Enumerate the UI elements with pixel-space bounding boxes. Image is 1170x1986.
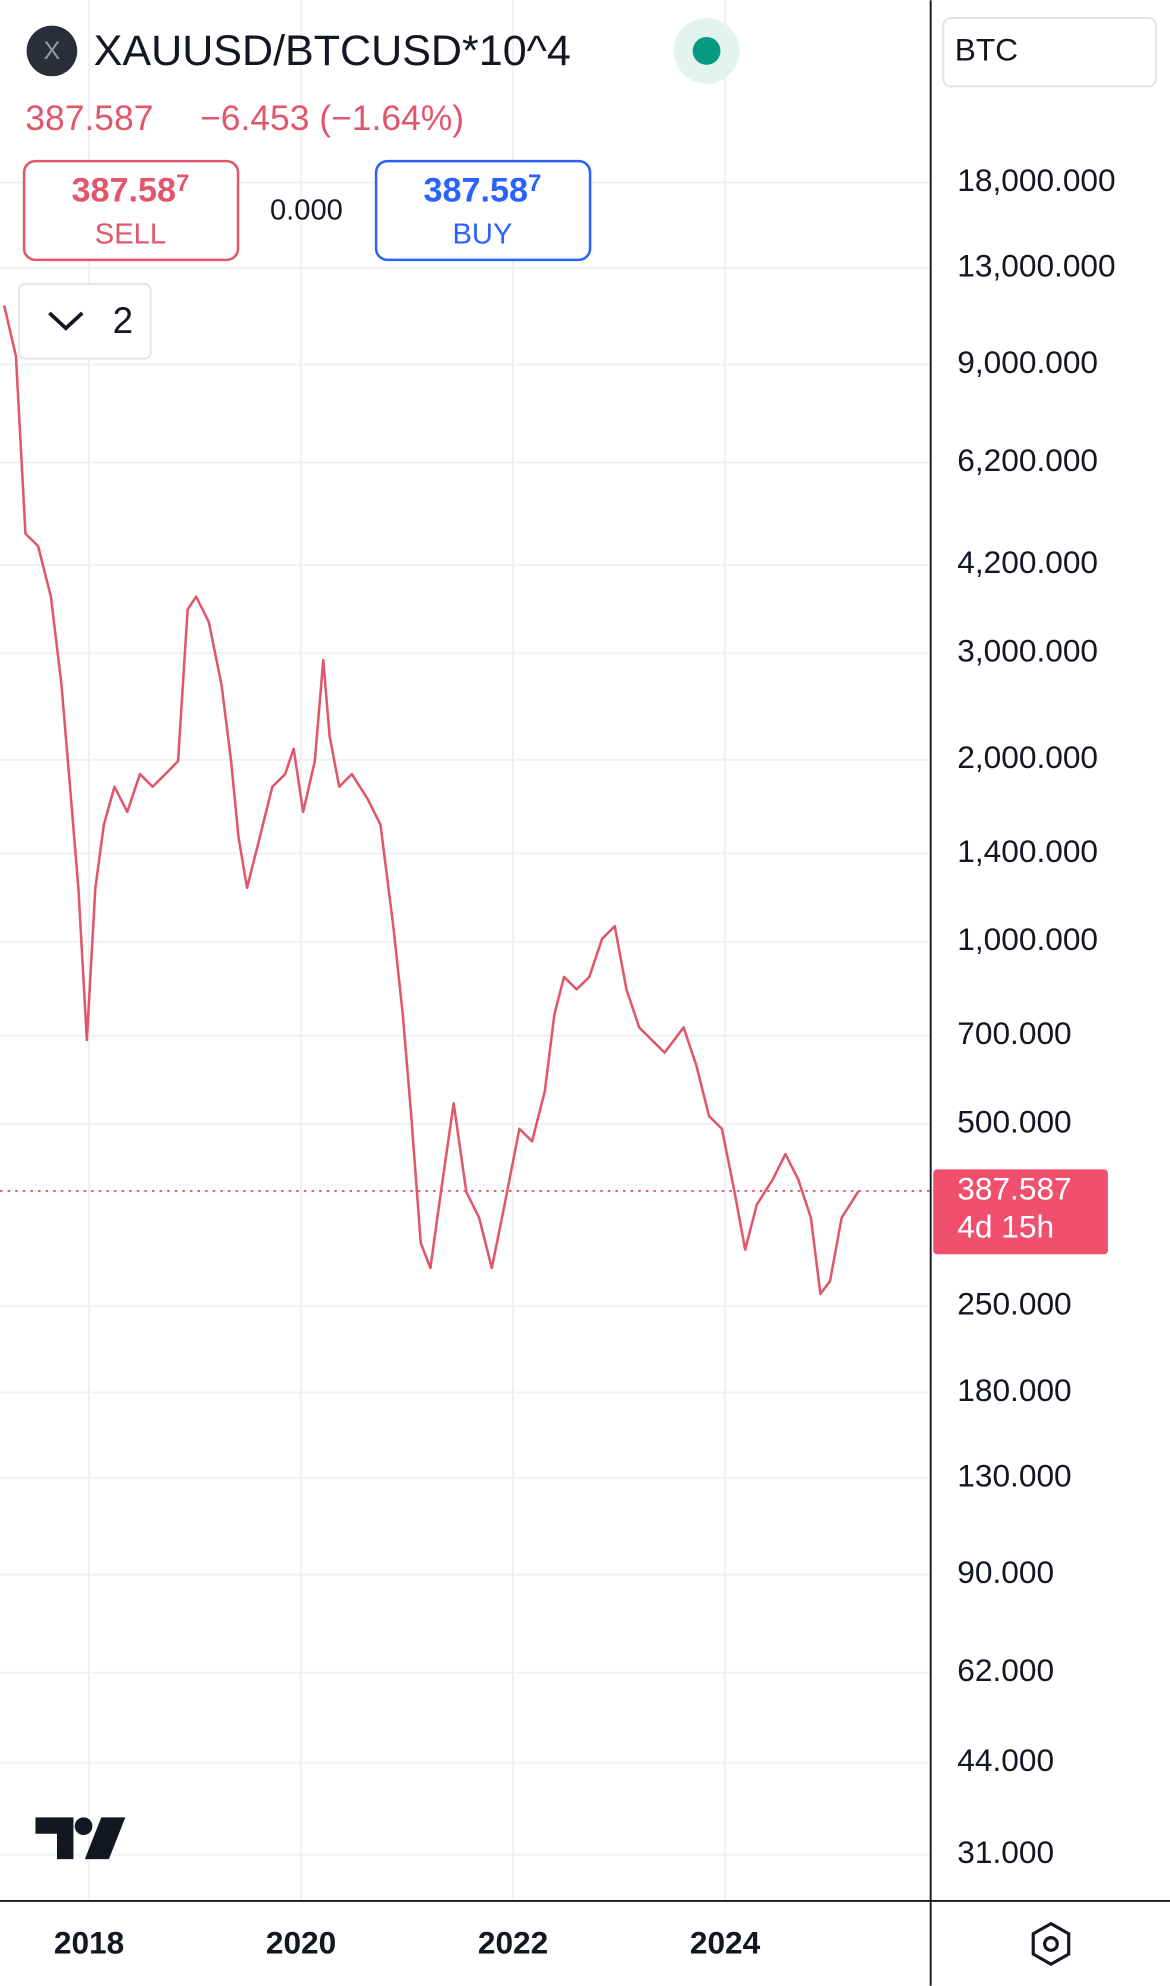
indicator-count: 2	[113, 300, 133, 341]
price-change: −6.453 (−1.64%)	[200, 98, 464, 138]
price-line	[2, 305, 860, 1296]
x-tick-label: 2024	[690, 1925, 761, 1961]
sell-price-pip: 7	[176, 171, 189, 198]
sell-price: 387.587	[71, 171, 189, 210]
spread: 0.000	[270, 194, 343, 226]
y-tick-label: 9,000.000	[957, 344, 1098, 380]
y-tick-label: 250.000	[957, 1286, 1071, 1322]
y-tick-label: 1,000.000	[957, 921, 1098, 957]
y-tick-label: 2,000.000	[957, 739, 1098, 775]
buy-label: BUY	[453, 218, 513, 250]
y-tick-label: 44.000	[957, 1742, 1054, 1778]
buy-price: 387.587	[423, 171, 541, 210]
y-tick-label: 62.000	[957, 1652, 1054, 1688]
chevron-icon	[48, 311, 84, 331]
y-tick-label: 18,000.000	[957, 162, 1115, 198]
buy-price-main: 387.58	[423, 172, 528, 210]
last-price-label: 387.587	[957, 1170, 1071, 1206]
y-tick-label: 13,000.000	[957, 247, 1115, 283]
indicators-toggle[interactable]	[18, 282, 152, 360]
y-tick-label: 700.000	[957, 1015, 1071, 1051]
y-tick-label: 6,200.000	[957, 442, 1098, 478]
countdown: 4d 15h	[957, 1208, 1054, 1244]
y-tick-label: 3,000.000	[957, 633, 1098, 669]
price: 387.587	[25, 98, 153, 138]
y-tick-label: 1,400.000	[957, 833, 1098, 869]
settings-button[interactable]	[1031, 1921, 1071, 1967]
symbol: XAUUSD/BTCUSD*10^4	[94, 27, 571, 75]
y-tick-label: 31.000	[957, 1834, 1054, 1870]
sell-label: SELL	[95, 218, 166, 250]
logo-part	[35, 1817, 74, 1860]
y-tick-label: 500.000	[957, 1103, 1071, 1139]
x-tick-label: 2018	[54, 1925, 124, 1961]
y-tick-label: 90.000	[957, 1554, 1054, 1590]
sell-price-main: 387.58	[71, 172, 176, 210]
tradingview-logo	[35, 1817, 126, 1860]
currency: BTC	[955, 32, 1018, 68]
x-tick-label: 2020	[266, 1925, 336, 1961]
logo-part	[84, 1817, 126, 1860]
sell-button[interactable]	[22, 159, 240, 262]
y-tick-label: 180.000	[957, 1372, 1071, 1408]
settings-icon-center	[1043, 1936, 1059, 1952]
logo-part	[74, 1817, 93, 1836]
last-price-box	[933, 1169, 1108, 1255]
symbol-icon-letter: X	[43, 37, 60, 65]
x-tick-label: 2022	[478, 1925, 548, 1961]
buy-price-pip: 7	[528, 171, 541, 198]
symbol-icon	[26, 25, 78, 77]
market-status-dot	[692, 36, 721, 65]
y-tick-label: 4,200.000	[957, 544, 1098, 580]
y-tick-label: 130.000	[957, 1457, 1071, 1493]
buy-button[interactable]	[374, 159, 592, 262]
currency-box[interactable]	[942, 17, 1158, 88]
